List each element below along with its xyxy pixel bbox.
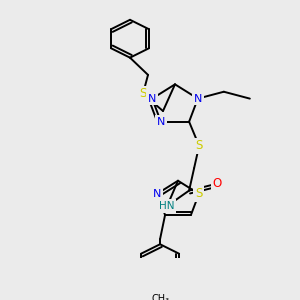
Text: S: S [195, 139, 203, 152]
Text: O: O [212, 177, 222, 190]
Text: CH₃: CH₃ [151, 294, 169, 300]
Text: N: N [157, 117, 165, 127]
Text: HN: HN [159, 201, 175, 211]
Text: N: N [153, 189, 161, 199]
Text: S: S [139, 87, 147, 100]
Text: N: N [148, 94, 156, 103]
Text: N: N [194, 94, 202, 103]
Text: S: S [195, 187, 203, 200]
